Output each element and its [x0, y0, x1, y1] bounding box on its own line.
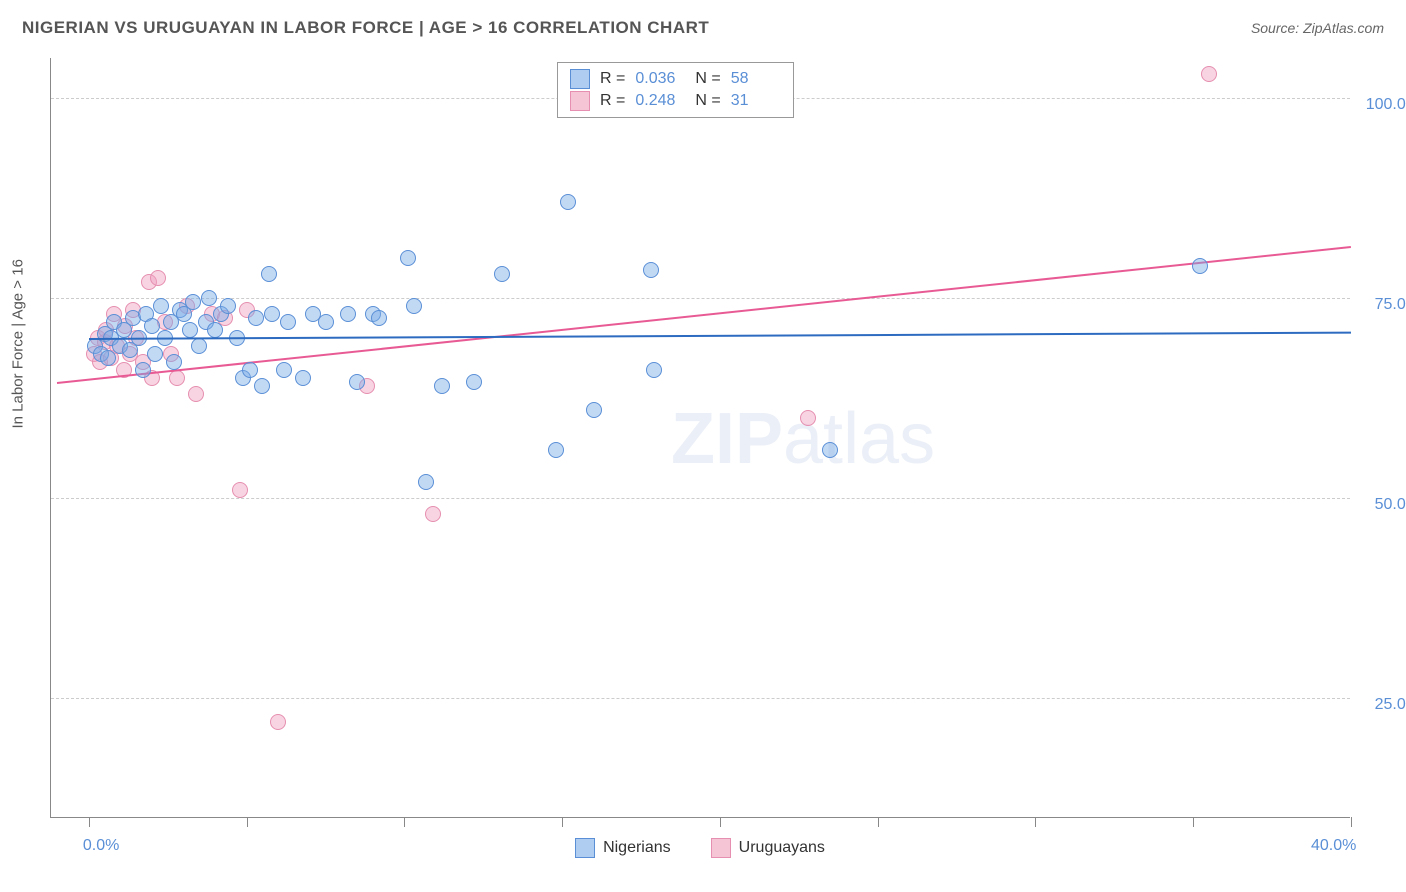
- swatch-nigerians: [570, 69, 590, 89]
- data-point-nigerians: [466, 374, 482, 390]
- data-point-nigerians: [201, 290, 217, 306]
- trendline-nigerians: [89, 332, 1351, 340]
- n-label: N =: [695, 92, 720, 110]
- data-point-nigerians: [191, 338, 207, 354]
- data-point-nigerians: [822, 442, 838, 458]
- data-point-nigerians: [166, 354, 182, 370]
- y-tick-label: 75.0%: [1360, 296, 1406, 314]
- data-point-nigerians: [643, 262, 659, 278]
- gridline-h: [51, 498, 1350, 499]
- data-point-nigerians: [207, 322, 223, 338]
- data-point-uruguayans: [425, 506, 441, 522]
- data-point-nigerians: [349, 374, 365, 390]
- x-tick: [404, 817, 405, 827]
- data-point-nigerians: [434, 378, 450, 394]
- data-point-nigerians: [147, 346, 163, 362]
- series-legend: Nigerians Uruguayans: [50, 838, 1350, 858]
- data-point-uruguayans: [800, 410, 816, 426]
- data-point-uruguayans: [150, 270, 166, 286]
- x-tick: [878, 817, 879, 827]
- data-point-nigerians: [242, 362, 258, 378]
- data-point-nigerians: [1192, 258, 1208, 274]
- data-point-nigerians: [276, 362, 292, 378]
- data-point-nigerians: [185, 294, 201, 310]
- n-label: N =: [695, 70, 720, 88]
- legend-label-uruguayans: Uruguayans: [739, 839, 825, 857]
- y-axis-label: In Labor Force | Age > 16: [10, 259, 27, 428]
- data-point-nigerians: [295, 370, 311, 386]
- r-label: R =: [600, 70, 625, 88]
- data-point-nigerians: [254, 378, 270, 394]
- chart-plot-area: ZIPatlas R = 0.036 N = 58 R = 0.248 N = …: [50, 58, 1350, 818]
- data-point-nigerians: [548, 442, 564, 458]
- source-label: Source: ZipAtlas.com: [1251, 20, 1384, 36]
- x-tick: [720, 817, 721, 827]
- swatch-uruguayans: [570, 91, 590, 111]
- data-point-nigerians: [560, 194, 576, 210]
- data-point-nigerians: [182, 322, 198, 338]
- x-tick: [89, 817, 90, 827]
- data-point-nigerians: [100, 350, 116, 366]
- stats-legend: R = 0.036 N = 58 R = 0.248 N = 31: [557, 62, 794, 118]
- swatch-uruguayans: [711, 838, 731, 858]
- data-point-uruguayans: [270, 714, 286, 730]
- data-point-nigerians: [340, 306, 356, 322]
- chart-title: NIGERIAN VS URUGUAYAN IN LABOR FORCE | A…: [22, 18, 709, 38]
- data-point-nigerians: [261, 266, 277, 282]
- data-point-nigerians: [153, 298, 169, 314]
- n-value-uruguayans: 31: [731, 92, 781, 110]
- y-tick-label: 100.0%: [1360, 96, 1406, 114]
- gridline-h: [51, 298, 1350, 299]
- stats-row-nigerians: R = 0.036 N = 58: [570, 68, 781, 90]
- x-tick: [247, 817, 248, 827]
- data-point-nigerians: [418, 474, 434, 490]
- data-point-uruguayans: [188, 386, 204, 402]
- x-tick: [1035, 817, 1036, 827]
- data-point-nigerians: [371, 310, 387, 326]
- r-value-uruguayans: 0.248: [635, 92, 685, 110]
- data-point-nigerians: [318, 314, 334, 330]
- r-value-nigerians: 0.036: [635, 70, 685, 88]
- data-point-uruguayans: [1201, 66, 1217, 82]
- legend-item-nigerians: Nigerians: [575, 838, 671, 858]
- data-point-nigerians: [135, 362, 151, 378]
- stats-row-uruguayans: R = 0.248 N = 31: [570, 90, 781, 112]
- x-tick: [1193, 817, 1194, 827]
- swatch-nigerians: [575, 838, 595, 858]
- data-point-nigerians: [400, 250, 416, 266]
- data-point-nigerians: [264, 306, 280, 322]
- data-point-nigerians: [248, 310, 264, 326]
- data-point-nigerians: [220, 298, 236, 314]
- data-point-uruguayans: [169, 370, 185, 386]
- watermark-bold: ZIP: [671, 399, 783, 479]
- data-point-nigerians: [646, 362, 662, 378]
- data-point-nigerians: [586, 402, 602, 418]
- n-value-nigerians: 58: [731, 70, 781, 88]
- y-tick-label: 25.0%: [1360, 696, 1406, 714]
- data-point-nigerians: [406, 298, 422, 314]
- x-tick: [562, 817, 563, 827]
- legend-item-uruguayans: Uruguayans: [711, 838, 825, 858]
- legend-label-nigerians: Nigerians: [603, 839, 671, 857]
- data-point-uruguayans: [232, 482, 248, 498]
- data-point-nigerians: [280, 314, 296, 330]
- x-tick: [1351, 817, 1352, 827]
- data-point-nigerians: [494, 266, 510, 282]
- y-tick-label: 50.0%: [1360, 496, 1406, 514]
- r-label: R =: [600, 92, 625, 110]
- gridline-h: [51, 698, 1350, 699]
- data-point-nigerians: [144, 318, 160, 334]
